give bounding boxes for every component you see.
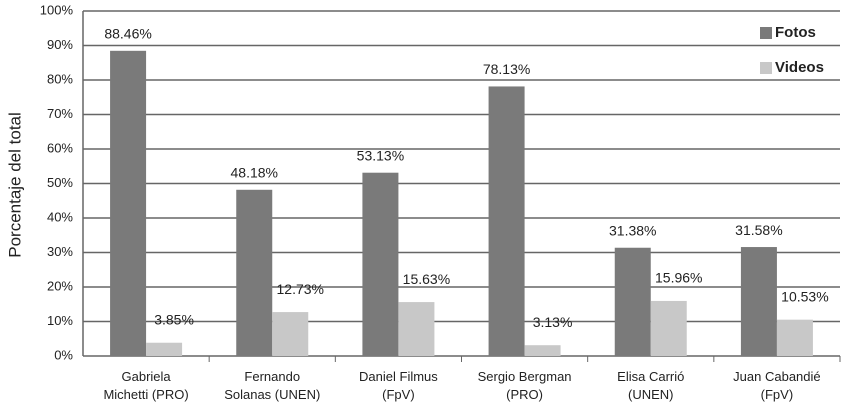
legend-swatch	[760, 62, 772, 74]
bar	[236, 189, 273, 356]
bar	[740, 247, 777, 356]
value-label: 12.73%	[277, 281, 324, 297]
x-tick-label: Gabriela Michetti (PRO)	[103, 369, 188, 402]
bar	[110, 50, 147, 357]
bar	[146, 342, 183, 356]
y-tick-label: 10%	[47, 313, 73, 328]
y-tick-label: 80%	[47, 71, 73, 86]
y-axis-title: Porcentaje del total	[5, 112, 24, 258]
value-label: 15.96%	[655, 270, 702, 286]
value-label: 48.18%	[231, 164, 278, 180]
y-tick-label: 40%	[47, 209, 73, 224]
value-label: 88.46%	[104, 26, 151, 42]
bar	[362, 172, 399, 356]
bar	[776, 319, 813, 356]
y-tick-label: 100%	[40, 2, 74, 17]
bar	[614, 247, 651, 356]
bar	[398, 302, 435, 356]
value-label: 31.58%	[735, 222, 782, 238]
y-tick-label: 60%	[47, 140, 73, 155]
y-tick-label: 20%	[47, 278, 73, 293]
y-tick-label: 30%	[47, 244, 73, 259]
value-label: 3.85%	[154, 311, 194, 327]
x-tick-label: Fernando Solanas (UNEN)	[224, 369, 320, 402]
y-tick-label: 70%	[47, 106, 73, 121]
bar	[650, 300, 687, 356]
x-tick-label: Sergio Bergman (PRO)	[478, 369, 572, 402]
y-tick-label: 0%	[54, 347, 73, 362]
legend-label: Fotos	[775, 24, 816, 41]
y-tick-label: 90%	[47, 37, 73, 52]
value-label: 10.53%	[781, 288, 828, 304]
value-label: 15.63%	[403, 271, 450, 287]
bar	[272, 312, 309, 356]
bar	[524, 345, 561, 356]
value-label: 3.13%	[533, 314, 573, 330]
bar	[488, 86, 525, 356]
x-tick-label: Juan Cabandié (FpV)	[733, 369, 820, 402]
value-label: 53.13%	[357, 147, 404, 163]
legend-swatch	[760, 27, 772, 39]
legend-label: Videos	[775, 59, 824, 76]
x-tick-label: Elisa Carrió (UNEN)	[617, 369, 684, 402]
x-tick-label: Daniel Filmus (FpV)	[359, 369, 438, 402]
value-label: 31.38%	[609, 222, 656, 238]
value-label: 78.13%	[483, 61, 530, 77]
y-tick-label: 50%	[47, 175, 73, 190]
